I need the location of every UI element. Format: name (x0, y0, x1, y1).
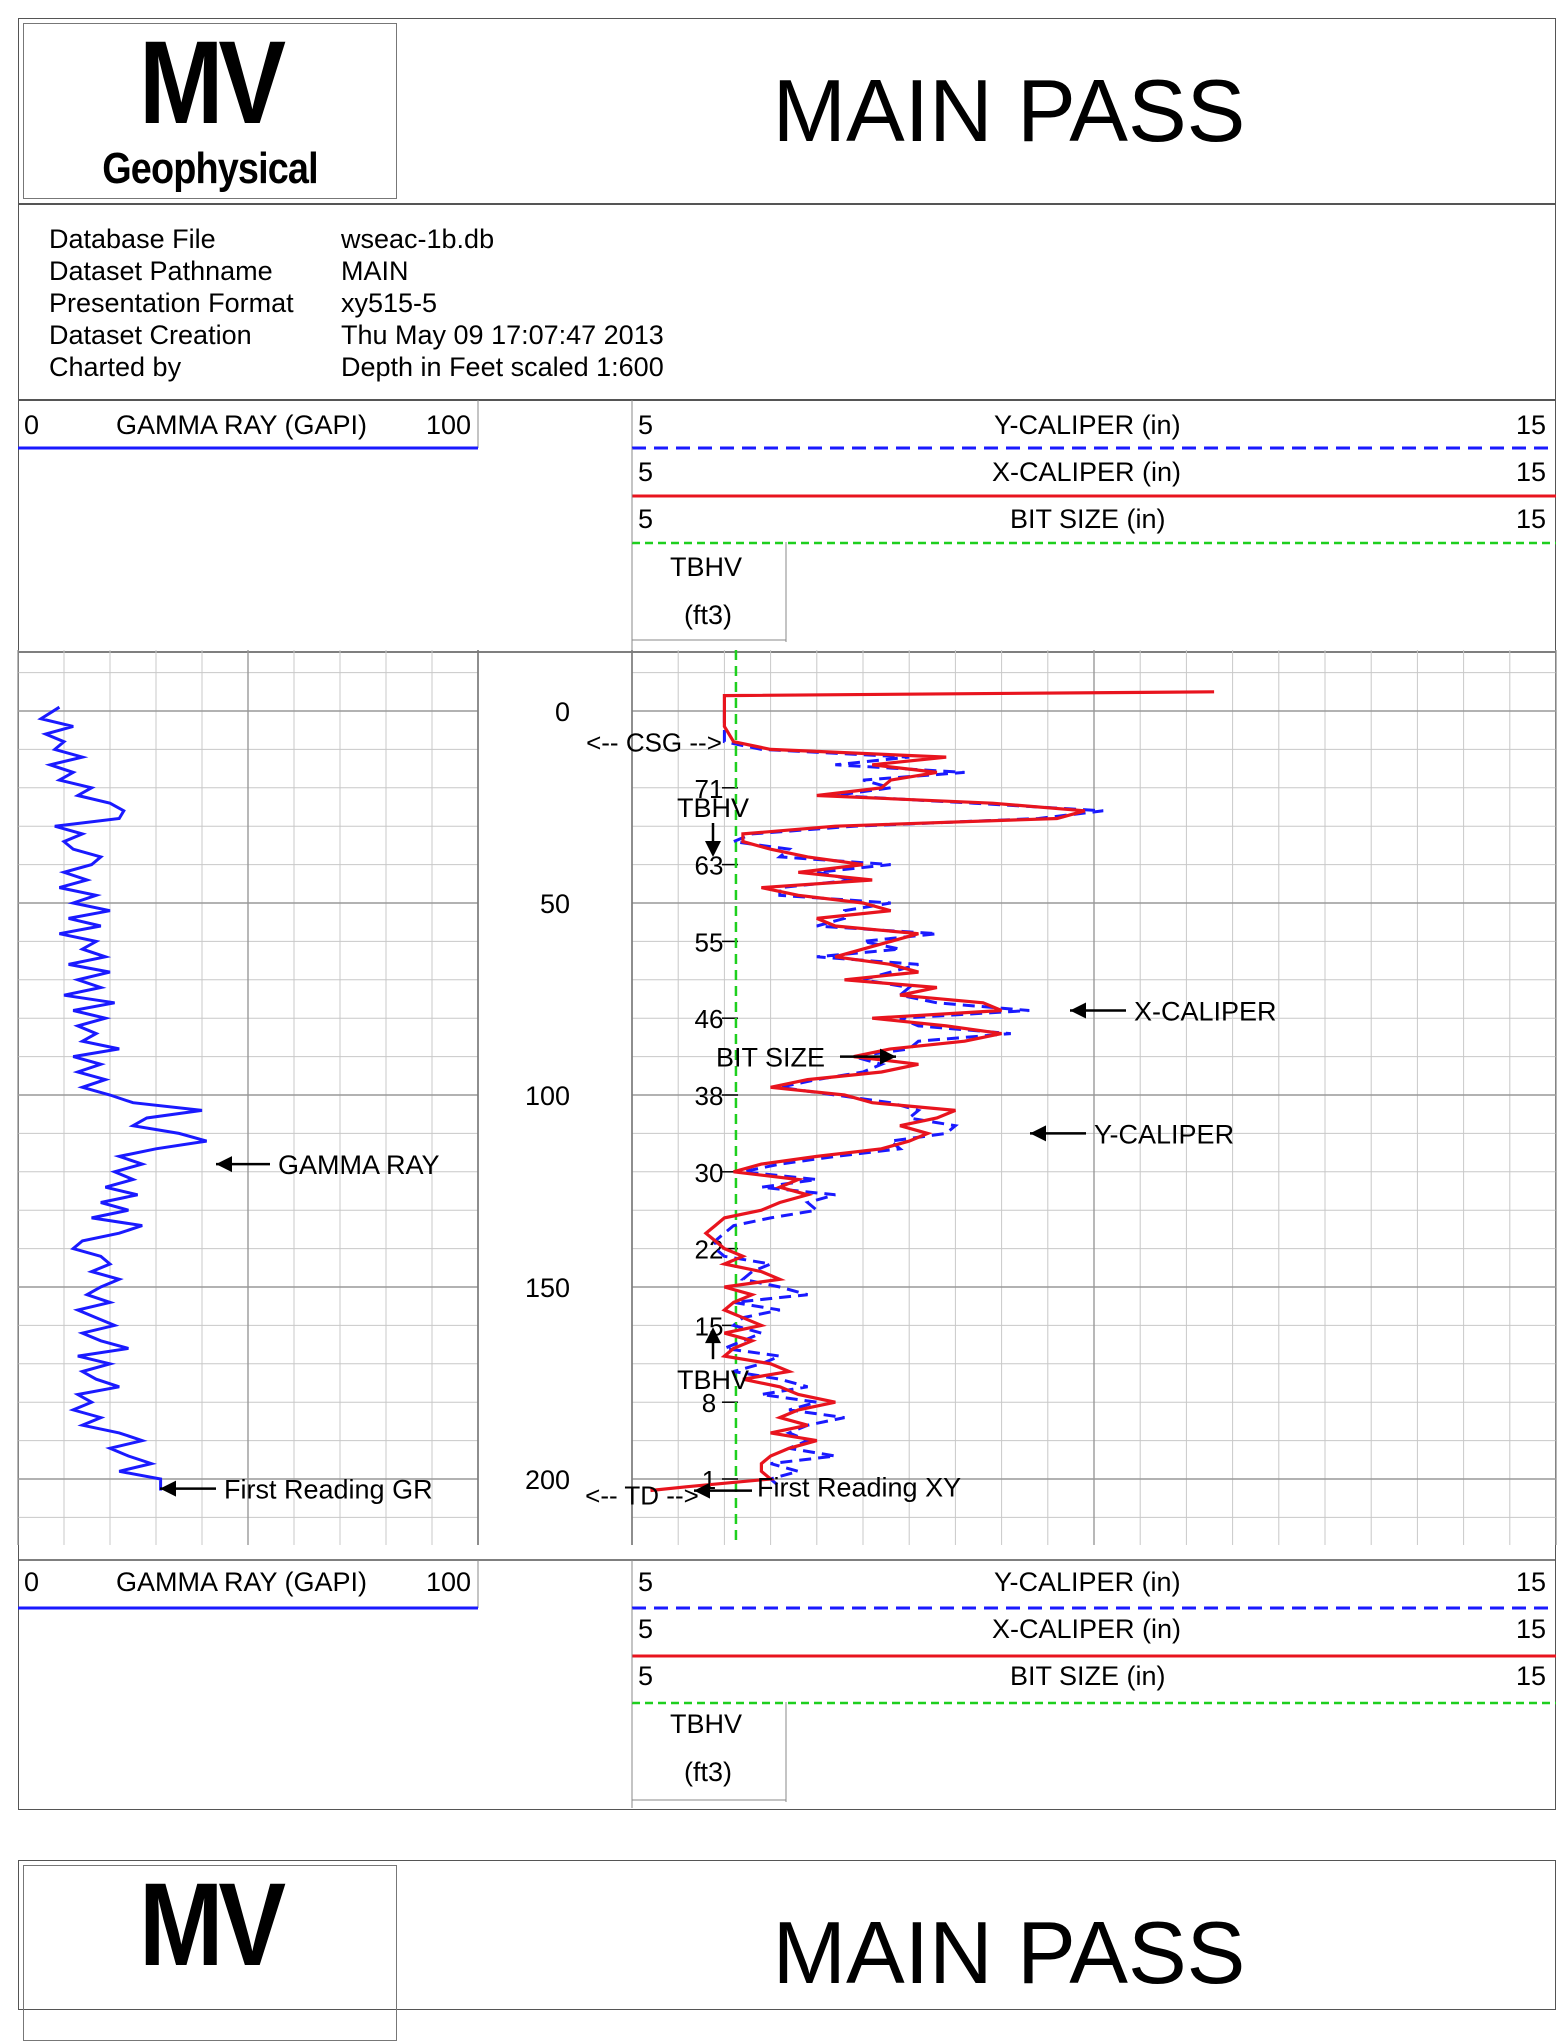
info-value: wseac-1b.db (341, 224, 495, 254)
bit-max: 15 (1516, 1661, 1547, 1691)
ycal-max: 15 (1516, 1567, 1547, 1597)
logo-mark: MV (139, 17, 286, 149)
ycal-label: Y-CALIPER (in) (994, 1567, 1181, 1597)
xcal-label: X-CALIPER (in) (992, 1614, 1182, 1644)
tbhv-unit: (ft3) (684, 1757, 733, 1787)
ycal-label: Y-CALIPER (in) (994, 410, 1181, 440)
logo-mark: MV (139, 1859, 286, 1991)
info-label: Presentation Format (49, 288, 294, 318)
bit-min: 5 (638, 504, 654, 534)
tbhv-label: TBHV (670, 552, 743, 582)
gamma-min: 0 (24, 1567, 40, 1597)
dataset-info: Database File wseac-1b.db Dataset Pathna… (18, 204, 1556, 400)
gamma-max: 100 (426, 410, 472, 440)
info-label: Charted by (49, 352, 182, 382)
ycal-min: 5 (638, 1567, 654, 1597)
info-label: Dataset Creation (49, 320, 252, 350)
gamma-label: GAMMA RAY (GAPI) (116, 410, 368, 440)
bit-label: BIT SIZE (in) (1010, 504, 1166, 534)
info-value: MAIN (341, 256, 409, 286)
page-header-2: MV MAIN PASS (18, 1860, 1556, 2041)
info-value: Depth in Feet scaled 1:600 (341, 352, 664, 382)
info-value: Thu May 09 17:07:47 2013 (341, 320, 664, 350)
xcal-label: X-CALIPER (in) (992, 457, 1182, 487)
gamma-min: 0 (24, 410, 40, 440)
gamma-max: 100 (426, 1567, 472, 1597)
ycal-min: 5 (638, 410, 654, 440)
info-value: xy515-5 (341, 288, 438, 318)
tbhv-unit: (ft3) (684, 600, 733, 630)
logo-name: Geophysical (102, 144, 318, 193)
info-label: Database File (49, 224, 216, 254)
gamma-label: GAMMA RAY (GAPI) (116, 1567, 368, 1597)
log-section (18, 400, 1556, 1810)
xcal-min: 5 (638, 457, 654, 487)
page-header: MV Geophysical MAIN PASS (18, 18, 1556, 204)
xcal-max: 15 (1516, 457, 1547, 487)
xcal-min: 5 (638, 1614, 654, 1644)
bit-min: 5 (638, 1661, 654, 1691)
company-logo: MV (23, 1860, 397, 2041)
tbhv-label: TBHV (670, 1709, 743, 1739)
info-label: Dataset Pathname (49, 256, 273, 286)
page-title: MAIN PASS (772, 1903, 1246, 2002)
page-title: MAIN PASS (772, 61, 1246, 160)
bit-label: BIT SIZE (in) (1010, 1661, 1166, 1691)
company-logo: MV Geophysical (23, 18, 397, 199)
bit-max: 15 (1516, 504, 1547, 534)
xcal-max: 15 (1516, 1614, 1547, 1644)
ycal-max: 15 (1516, 410, 1547, 440)
